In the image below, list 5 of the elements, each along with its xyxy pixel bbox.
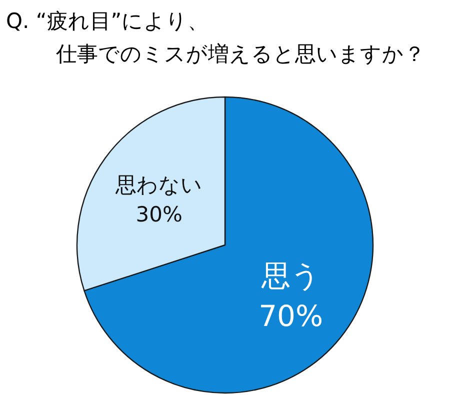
slice-label: 思う [260,258,320,293]
slice-label: 思わない [114,172,203,197]
data-label: 70% [258,299,324,334]
data-label: 30% [136,202,182,226]
chart-title: Q. “疲れ目”により、仕事でのミスが増えると思いますか？ [6,9,425,66]
